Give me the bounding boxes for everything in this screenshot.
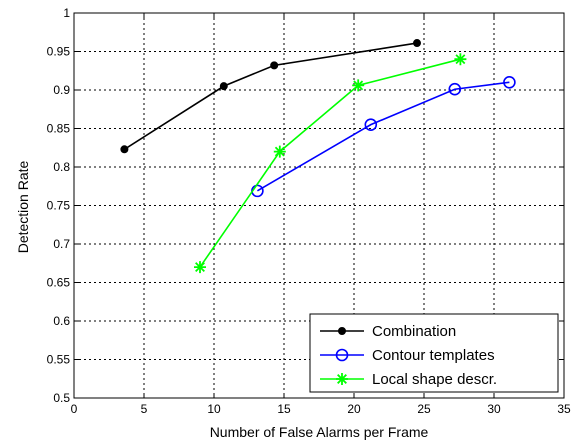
x-tick-label: 20: [347, 402, 361, 416]
series-1: [120, 39, 421, 154]
y-tick-label: 0.75: [47, 199, 71, 213]
y-tick-label: 1: [63, 6, 70, 20]
x-tick-label: 25: [417, 402, 431, 416]
x-tick-label: 15: [277, 402, 291, 416]
y-tick-label: 0.65: [47, 276, 71, 290]
y-tick-label: 0.95: [47, 45, 71, 59]
data-point: [454, 53, 467, 66]
data-point: [364, 118, 378, 131]
data-point: [336, 373, 348, 385]
y-tick-label: 0.55: [47, 353, 71, 367]
data-point: [413, 39, 421, 48]
legend-item: Local shape descr.: [320, 371, 497, 388]
legend-label: Contour templates: [372, 347, 495, 364]
data-point: [338, 327, 346, 335]
series-group: [120, 39, 516, 274]
x-tick-label: 30: [487, 402, 501, 416]
data-point: [270, 61, 279, 70]
data-point: [503, 76, 516, 89]
y-tick-label: 0.6: [53, 314, 70, 328]
x-tick-label: 5: [141, 402, 148, 416]
data-point: [194, 261, 206, 274]
y-tick-label: 0.8: [53, 160, 70, 174]
legend-label: Combination: [372, 323, 456, 340]
data-point: [448, 82, 462, 96]
series-line: [199, 58, 461, 268]
data-point: [120, 145, 129, 154]
y-tick-label: 0.5: [53, 391, 70, 405]
x-tick-label: 35: [557, 402, 571, 416]
series-line: [256, 81, 510, 192]
y-tick-label: 0.9: [53, 83, 70, 97]
data-point: [352, 79, 365, 92]
plot-frame: [73, 12, 565, 399]
data-point: [335, 348, 349, 362]
series-line: [123, 42, 418, 150]
data-point: [273, 145, 286, 158]
y-tick-label: 0.85: [47, 122, 71, 136]
legend-item: Combination: [320, 323, 456, 340]
data-point: [219, 82, 228, 91]
y-tick-label: 0.7: [53, 237, 70, 251]
series-2: [251, 76, 516, 198]
axes-box: [73, 12, 565, 399]
legend-label: Local shape descr.: [372, 371, 497, 388]
y-axis-label: Detection Rate: [15, 160, 31, 253]
x-tick-label: 10: [207, 402, 221, 416]
x-axis-label: Number of False Alarms per Frame: [210, 424, 429, 440]
x-tick-label: 0: [71, 402, 78, 416]
series-3: [194, 53, 467, 274]
legend-item: Contour templates: [320, 347, 495, 364]
legend: Combination Contour templates Local shape …: [309, 313, 559, 393]
